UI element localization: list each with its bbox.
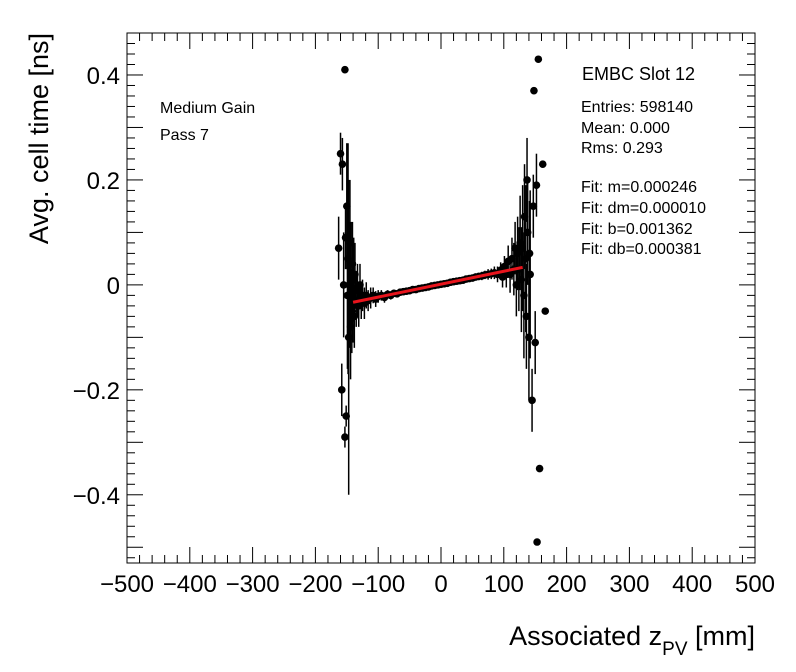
data-point: [351, 270, 359, 279]
y-tick-label: 0.2: [87, 168, 120, 195]
data-point: [533, 538, 541, 546]
data-point: [345, 281, 354, 289]
annotation-pass: Pass 7: [160, 127, 209, 144]
data-point: [523, 228, 532, 237]
data-point: [525, 333, 533, 342]
x-tick-label: 400: [672, 571, 712, 598]
data-point: [334, 244, 343, 252]
data-point: [522, 312, 531, 321]
data-point: [517, 275, 526, 284]
data-point: [346, 323, 355, 331]
data-point: [339, 281, 348, 289]
plot-frame: [126, 32, 756, 564]
fit-intercept-error: Fit: db=0.000381: [581, 241, 702, 258]
stat-rms: Rms: 0.293: [581, 140, 663, 157]
fit-slope-error: Fit: dm=0.000010: [581, 200, 706, 217]
data-point: [342, 412, 350, 420]
data-point: [356, 281, 364, 289]
data-point: [529, 202, 538, 210]
x-axis-title: Associated zPV [mm]: [509, 621, 755, 660]
y-tick-label: 0.4: [87, 63, 120, 90]
axis-ticks: [126, 32, 756, 563]
fit-intercept: Fit: b=0.001362: [581, 221, 693, 238]
annotation-slot: EMBC Slot 12: [582, 64, 695, 84]
data-point: [350, 312, 359, 321]
stat-entries: Entries: 598140: [581, 99, 693, 116]
fit-line: [352, 265, 523, 304]
data-point: [344, 333, 353, 342]
x-tick-label: 0: [434, 571, 447, 598]
data-point: [338, 160, 347, 168]
data-point: [348, 260, 357, 268]
data-point: [337, 386, 346, 394]
data-point: [532, 181, 541, 189]
data-point: [341, 65, 349, 74]
fit-slope: Fit: m=0.000246: [581, 179, 697, 196]
data-point: [520, 291, 528, 300]
data-point: [526, 270, 534, 279]
data-point: [506, 270, 514, 279]
y-tick-label: −0.4: [73, 483, 120, 510]
x-axis-title-text: Associated z: [509, 621, 662, 651]
x-tick-label: −400: [163, 571, 217, 598]
data-point: [518, 244, 527, 252]
data-point: [520, 212, 529, 221]
x-tick-labels: −500 −400 −300 −200 −100 0 100 200 300 400 500: [100, 571, 775, 598]
x-tick-label: 300: [609, 571, 649, 598]
x-axis-title-subscript: PV: [662, 639, 688, 660]
data-point: [508, 254, 516, 263]
x-tick-label: −100: [351, 571, 405, 598]
x-tick-label: −500: [100, 571, 154, 598]
y-axis-title: Avg. cell time [ns]: [24, 33, 54, 244]
data-point: [535, 464, 544, 473]
data-point: [521, 254, 530, 263]
data-point: [343, 202, 351, 210]
data-point: [530, 86, 538, 95]
y-tick-labels: −0.4 −0.2 0 0.2 0.4: [73, 63, 120, 510]
y-tick-label: 0: [107, 273, 120, 300]
data-point: [336, 149, 345, 158]
data-point: [512, 281, 521, 289]
x-axis-title-unit: [mm]: [688, 621, 756, 651]
data-point: [538, 160, 547, 168]
data-point: [513, 249, 522, 258]
data-point: [523, 176, 531, 184]
data-point: [528, 396, 536, 405]
x-tick-label: −200: [288, 571, 342, 598]
data-point: [541, 307, 550, 315]
stat-mean: Mean: 0.000: [581, 120, 670, 137]
data-point: [343, 291, 352, 300]
annotation-gain: Medium Gain: [160, 100, 255, 117]
x-tick-label: 500: [735, 571, 775, 598]
y-tick-label: −0.2: [73, 378, 120, 405]
data-point: [531, 338, 539, 347]
data-point: [344, 254, 352, 263]
data-point: [534, 55, 543, 64]
data-point: [346, 239, 354, 247]
data-point: [500, 262, 509, 271]
data-point: [525, 249, 534, 258]
x-tick-label: 200: [547, 571, 587, 598]
x-tick-label: 100: [484, 571, 524, 598]
data-point: [341, 433, 349, 441]
data-point: [341, 233, 350, 242]
x-tick-label: −300: [226, 571, 280, 598]
